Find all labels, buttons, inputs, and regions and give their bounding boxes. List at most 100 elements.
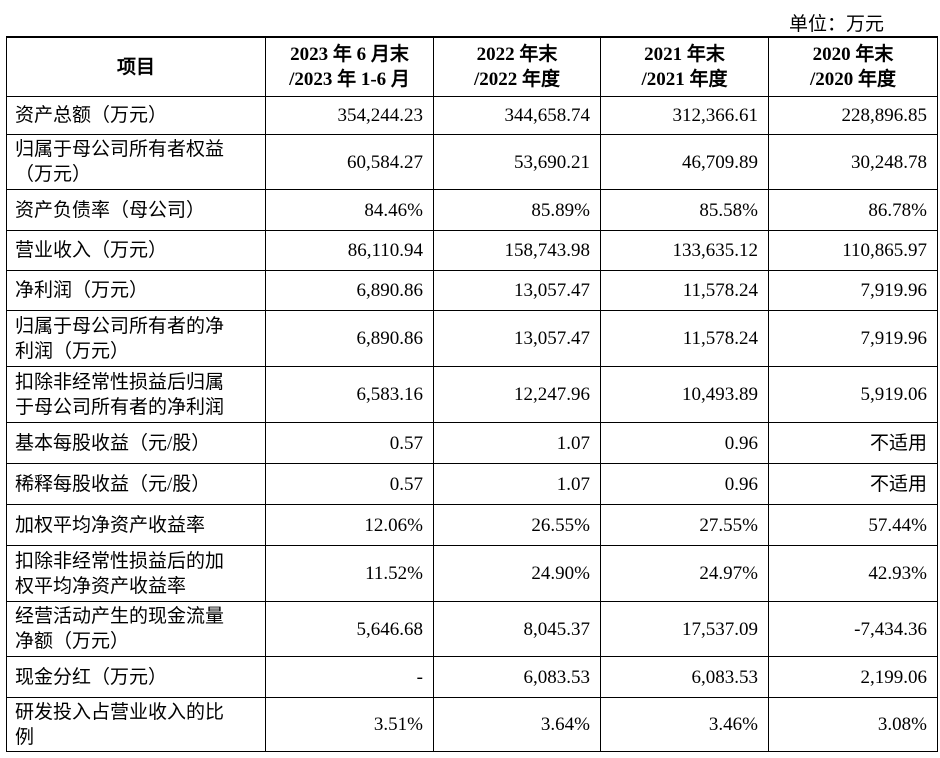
value-cell: 133,635.12 <box>600 230 769 271</box>
value-cell: 6,083.53 <box>433 656 601 698</box>
value-cell: 3.46% <box>600 697 769 752</box>
value-cell: 0.57 <box>265 463 434 505</box>
label-line: 利润（万元） <box>15 340 130 362</box>
row-label: 稀释每股收益（元/股） <box>6 463 266 505</box>
value-cell: 110,865.97 <box>768 230 938 271</box>
value-cell: 17,537.09 <box>600 601 769 657</box>
value-cell: 27.55% <box>600 504 769 546</box>
value-cell: 6,890.86 <box>265 310 434 367</box>
value-cell: 12,247.96 <box>433 366 601 423</box>
value-cell: 0.96 <box>600 422 769 464</box>
value-cell: 1.07 <box>433 422 601 464</box>
value-cell: 6,890.86 <box>265 270 434 311</box>
row-label: 现金分红（万元） <box>6 656 266 698</box>
unit-note: 单位：万元 <box>788 14 884 35</box>
value-cell: 3.08% <box>768 697 938 752</box>
value-cell: 158,743.98 <box>433 230 601 271</box>
table-row: 归属于母公司所有者权益 （万元） 60,584.27 53,690.21 46,709.… <box>6 134 938 190</box>
row-label: 归属于母公司所有者权益 （万元） <box>6 134 266 190</box>
label-line: 例 <box>15 726 35 748</box>
header-line: 2021 年末 <box>644 44 725 65</box>
value-cell: 3.51% <box>265 697 434 752</box>
header-cell: 2021 年末/2021 年度 <box>600 36 769 97</box>
label-line: 净额（万元） <box>15 631 130 652</box>
table-row: 基本每股收益（元/股） 0.57 1.07 0.96 不适用 <box>6 422 938 464</box>
value-cell: - <box>265 656 434 698</box>
table-row: 研发投入占营业收入的比例 3.51% 3.64% 3.46% 3.08% <box>6 697 938 752</box>
table-row: 净利润（万元） 6,890.86 13,057.47 11,578.24 7,919.9… <box>6 270 938 311</box>
value-cell: 57.44% <box>768 504 938 546</box>
value-cell: 344,658.74 <box>433 96 601 135</box>
value-cell: 42.93% <box>768 545 938 602</box>
header-row: 项目 2023 年 6 月末/2023 年 1-6 月 2022 年末/2022 年… <box>6 36 938 97</box>
value-cell: 7,919.96 <box>768 270 938 311</box>
value-cell: 86,110.94 <box>265 230 434 271</box>
header-line: 2020 年末 <box>812 44 894 65</box>
label-line: 营业收入（万元） <box>15 240 168 261</box>
table-row: 营业收入（万元） 86,110.94 158,743.98 133,635.12 110… <box>6 230 938 271</box>
table-row: 现金分红（万元） -6,083.53 6,083.53 2,199.06 <box>6 656 938 698</box>
label-line: 研发投入占营业收入的比 <box>15 701 225 723</box>
row-label: 净利润（万元） <box>6 270 266 311</box>
header-line: /2021 年度 <box>641 69 728 90</box>
value-cell: 8,045.37 <box>433 601 601 657</box>
row-label: 扣除非经常性损益后归属 于母公司所有者的净利润 <box>6 366 266 423</box>
value-cell: 7,919.96 <box>768 310 938 367</box>
row-label: 经营活动产生的现金流量 净额（万元） <box>6 601 266 657</box>
value-cell: 86.78% <box>768 189 938 231</box>
value-cell: 26.55% <box>433 504 601 546</box>
value-cell: 11.52% <box>265 545 434 602</box>
value-cell: 10,493.89 <box>600 366 769 423</box>
value-cell: 0.96 <box>600 463 769 505</box>
header-cell: 项目 <box>6 36 266 97</box>
value-cell: 24.97% <box>600 545 769 602</box>
value-cell: 228,896.85 <box>768 96 938 135</box>
value-cell: 6,583.16 <box>265 366 434 423</box>
label-line: 扣除非经常性损益后的加 <box>15 550 225 572</box>
value-cell: 0.57 <box>265 422 434 464</box>
label-line: （万元） <box>15 164 92 185</box>
label-line: 稀释每股收益（元/股） <box>15 473 211 495</box>
row-label: 基本每股收益（元/股） <box>6 422 266 464</box>
label-line: 现金分红（万元） <box>15 666 168 688</box>
table-row: 资产负债率（母公司） 84.46% 85.89% 85.58% 86.78% <box>6 189 938 231</box>
label-line: 于母公司所有者的净利润 <box>15 396 225 418</box>
label-line: 资产负债率（母公司） <box>15 199 206 221</box>
value-cell: 3.64% <box>433 697 601 752</box>
value-cell: 46,709.89 <box>600 134 769 190</box>
value-cell: 2,199.06 <box>768 656 938 698</box>
table-body: 资产总额（万元） 354,244.23 344,658.74 312,366.61 22… <box>6 96 938 752</box>
table-row: 稀释每股收益（元/股） 0.57 1.07 0.96 不适用 <box>6 463 938 505</box>
value-cell: 85.89% <box>433 189 601 231</box>
table-row: 资产总额（万元） 354,244.23 344,658.74 312,366.61 22… <box>6 96 938 135</box>
row-label: 归属于母公司所有者的净 利润（万元） <box>6 310 266 367</box>
value-cell: 11,578.24 <box>600 310 769 367</box>
label-line: 基本每股收益（元/股） <box>15 432 211 454</box>
value-cell: 13,057.47 <box>433 270 601 311</box>
value-cell: 13,057.47 <box>433 310 601 367</box>
label-line: 归属于母公司所有者权益 <box>15 139 225 160</box>
value-cell: 不适用 <box>768 463 938 505</box>
header-cell: 2022 年末/2022 年度 <box>433 36 601 97</box>
value-cell: 30,248.78 <box>768 134 938 190</box>
table-row: 经营活动产生的现金流量 净额（万元） 5,646.68 8,045.37 17,537.… <box>6 601 938 657</box>
row-label: 营业收入（万元） <box>6 230 266 271</box>
row-label: 扣除非经常性损益后的加 权平均净资产收益率 <box>6 545 266 602</box>
value-cell: 1.07 <box>433 463 601 505</box>
value-cell: 11,578.24 <box>600 270 769 311</box>
label-line: 净利润（万元） <box>15 280 149 301</box>
value-cell: 312,366.61 <box>600 96 769 135</box>
row-label: 资产总额（万元） <box>6 96 266 135</box>
value-cell: 6,083.53 <box>600 656 769 698</box>
table-row: 加权平均净资产收益率 12.06% 26.55% 27.55% 57.44% <box>6 504 938 546</box>
financial-table: 项目 2023 年 6 月末/2023 年 1-6 月 2022 年末/2022 年… <box>6 36 938 752</box>
value-cell: -7,434.36 <box>768 601 938 657</box>
table-row: 扣除非经常性损益后的加 权平均净资产收益率 11.52% 24.90% 24.97% 42… <box>6 545 938 602</box>
label-line: 归属于母公司所有者的净 <box>15 315 225 337</box>
value-cell: 85.58% <box>600 189 769 231</box>
label-line: 经营活动产生的现金流量 <box>15 606 225 627</box>
label-line: 加权平均净资产收益率 <box>15 514 206 536</box>
value-cell: 60,584.27 <box>265 134 434 190</box>
value-cell: 5,646.68 <box>265 601 434 657</box>
